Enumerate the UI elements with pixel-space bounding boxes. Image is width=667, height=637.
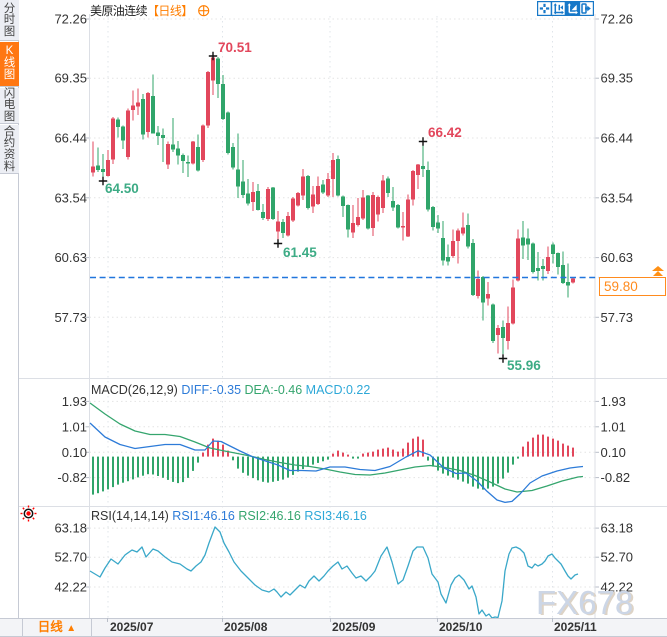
svg-text:57.73: 57.73 xyxy=(54,310,87,325)
svg-text:60.63: 60.63 xyxy=(54,250,87,265)
svg-text:72.26: 72.26 xyxy=(601,12,634,27)
svg-text:-0.82: -0.82 xyxy=(601,470,631,485)
svg-text:1.93: 1.93 xyxy=(601,394,626,409)
svg-text:1.93: 1.93 xyxy=(62,394,87,409)
svg-text:42.22: 42.22 xyxy=(601,580,634,595)
svg-text:1.01: 1.01 xyxy=(601,419,626,434)
svg-text:64.50: 64.50 xyxy=(105,181,139,196)
svg-text:42.22: 42.22 xyxy=(54,580,87,595)
svg-text:0.10: 0.10 xyxy=(62,445,87,460)
svg-text:1.01: 1.01 xyxy=(62,419,87,434)
svg-text:70.51: 70.51 xyxy=(218,40,252,55)
svg-text:61.45: 61.45 xyxy=(283,245,317,260)
svg-text:0.10: 0.10 xyxy=(601,445,626,460)
svg-text:52.70: 52.70 xyxy=(601,550,634,565)
svg-text:-0.82: -0.82 xyxy=(57,470,87,485)
svg-text:55.96: 55.96 xyxy=(507,358,541,373)
svg-text:57.73: 57.73 xyxy=(601,310,634,325)
svg-text:63.54: 63.54 xyxy=(54,190,87,205)
svg-text:69.35: 69.35 xyxy=(54,71,87,86)
svg-text:72.26: 72.26 xyxy=(54,12,87,27)
svg-text:60.63: 60.63 xyxy=(601,250,634,265)
svg-text:63.18: 63.18 xyxy=(601,521,634,536)
svg-text:66.44: 66.44 xyxy=(54,131,87,146)
svg-text:66.42: 66.42 xyxy=(428,125,462,140)
svg-text:MACD(26,12,9) DIFF:-0.35 DEA:: MACD(26,12,9) DIFF:-0.35 DEA:-0.46 MACD:… xyxy=(91,383,370,397)
svg-text:63.18: 63.18 xyxy=(54,521,87,536)
svg-text:69.35: 69.35 xyxy=(601,71,634,86)
svg-text:63.54: 63.54 xyxy=(601,190,634,205)
svg-text:52.70: 52.70 xyxy=(54,550,87,565)
svg-text:RSI(14,14,14) RSI1:46.16 RSI2: RSI(14,14,14) RSI1:46.16 RSI2:46.16 RSI3… xyxy=(91,509,367,523)
svg-text:66.44: 66.44 xyxy=(601,131,634,146)
